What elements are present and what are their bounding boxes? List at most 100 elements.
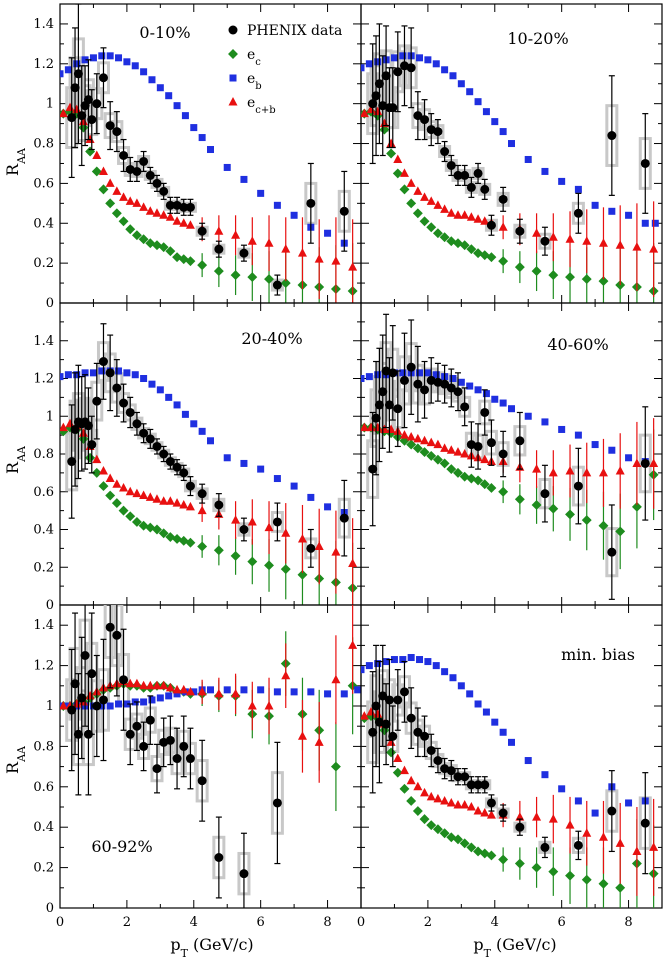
combined-point: [281, 670, 291, 680]
charm-point: [548, 270, 559, 281]
combined-point: [565, 234, 575, 243]
charm-point: [581, 515, 592, 526]
phenix-data-point: [413, 111, 423, 121]
combined-point: [361, 108, 369, 118]
combined-point: [132, 678, 142, 688]
y-tick-label: 1.2: [33, 57, 54, 72]
panel-label: 40-60%: [547, 335, 608, 354]
x-tick-label: 6: [257, 915, 265, 930]
phenix-data-point: [640, 818, 650, 828]
combined-point: [548, 467, 558, 477]
phenix-data-point: [453, 772, 463, 782]
charm-point: [230, 270, 241, 281]
y-tick-label: 0.6: [33, 780, 54, 795]
charm-point: [565, 272, 575, 283]
phenix-data-point: [214, 500, 224, 510]
panel-frame: [360, 604, 663, 909]
bottom-point: [416, 656, 424, 664]
phenix-data-point: [105, 622, 115, 632]
bottom-point: [324, 229, 332, 237]
y-tick-label: 0.4: [33, 523, 54, 538]
combined-point: [582, 467, 592, 477]
y-tick-label: 0: [46, 598, 54, 613]
phenix-data-point: [214, 853, 224, 862]
bottom-point: [307, 688, 315, 696]
bottom-point: [508, 405, 515, 413]
bottom-point: [591, 201, 599, 209]
combined-point: [179, 499, 189, 509]
combined-point: [460, 210, 470, 219]
x-tick-label: 4: [190, 915, 198, 930]
bottom-point: [608, 207, 616, 215]
charm-point: [479, 479, 490, 490]
bottom-point: [324, 503, 332, 511]
combined-point: [231, 230, 241, 239]
bottom-point: [198, 427, 206, 435]
phenix-data-point: [413, 727, 423, 737]
phenix-data-point: [87, 440, 97, 450]
charm-point: [453, 467, 463, 478]
phenix-data-point: [306, 198, 316, 208]
bottom-point: [173, 401, 181, 409]
phenix-data-point: [83, 421, 93, 431]
charm-point: [453, 834, 463, 845]
charm-point: [105, 198, 116, 209]
combined-point: [498, 222, 508, 231]
combined-point: [426, 437, 436, 447]
phenix-data-point: [607, 131, 617, 141]
phenix-data-point: [179, 741, 189, 751]
bottom-point: [491, 395, 499, 403]
bottom-point: [416, 54, 424, 62]
charm-point: [419, 814, 430, 825]
phenix-data-point: [446, 160, 456, 170]
combined-point: [179, 684, 189, 694]
plot-area: [60, 605, 361, 908]
bottom-point: [608, 446, 616, 454]
bottom-point: [165, 393, 173, 401]
phenix-data-point: [374, 400, 384, 410]
bottom-point: [148, 696, 156, 704]
phenix-data-point: [172, 462, 182, 472]
bottom-point: [240, 175, 248, 183]
combined-point: [440, 204, 450, 213]
bottom-point: [574, 797, 582, 805]
combined-point: [231, 515, 241, 524]
combined-point: [112, 186, 122, 195]
combined-point: [453, 799, 463, 809]
panel-5: [360, 604, 663, 909]
bottom-point: [407, 654, 415, 662]
phenix-data-point: [388, 103, 398, 113]
combined-point: [515, 812, 525, 821]
phenix-data-point: [371, 91, 381, 101]
combined-point: [165, 212, 175, 221]
charm-point: [111, 498, 122, 509]
bottom-point: [81, 369, 89, 377]
bottom-point: [508, 140, 515, 148]
y-tick-label: 0.6: [33, 485, 54, 500]
phenix-data-point: [105, 368, 115, 378]
bottom-point: [98, 52, 106, 60]
combined-point: [172, 498, 182, 507]
combined-point: [532, 228, 542, 237]
combined-point: [453, 447, 463, 456]
bottom-point: [591, 809, 599, 817]
charm-point: [280, 278, 291, 289]
phenix-data-point: [381, 719, 391, 729]
charm-point: [91, 166, 102, 177]
combined-point: [361, 422, 369, 432]
panel-4: [59, 604, 362, 909]
phenix-data-point: [112, 127, 122, 137]
combined-point: [361, 711, 369, 720]
combined-point: [632, 458, 642, 467]
phenix-data-point: [368, 99, 378, 109]
phenix-data-point: [197, 776, 207, 786]
charm-point: [486, 850, 497, 861]
bottom-point: [432, 60, 440, 68]
phenix-data-point: [87, 115, 97, 125]
y-tick-label: 1: [46, 699, 54, 714]
phenix-data-point: [197, 226, 207, 236]
phenix-data-point: [70, 679, 80, 689]
bottom-point: [207, 437, 214, 445]
phenix-data-point: [80, 651, 90, 660]
